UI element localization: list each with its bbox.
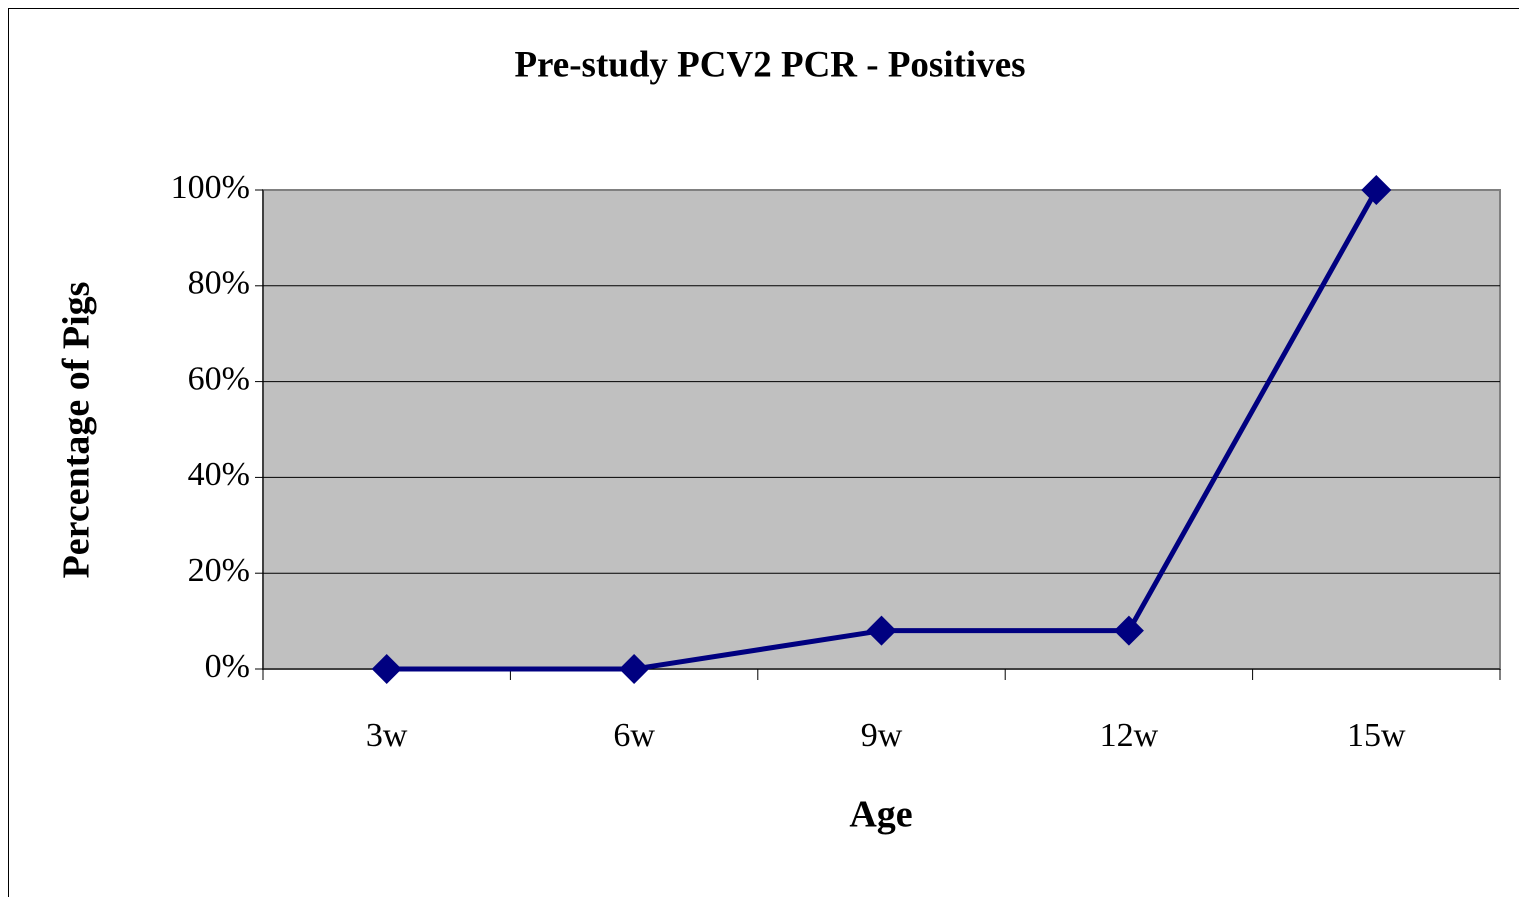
x-tick-label: 15w: [1347, 717, 1406, 754]
x-tick-label: 3w: [366, 717, 408, 754]
y-tick-label: 100%: [171, 169, 250, 206]
plot-area: [263, 190, 1500, 669]
y-tick-label: 40%: [188, 456, 250, 493]
y-axis-title: Percentage of Pigs: [56, 282, 98, 579]
x-tick-label: 9w: [861, 717, 903, 754]
y-tick-label: 80%: [188, 265, 250, 302]
chart-title: Pre-study PCV2 PCR - Positives: [514, 44, 1025, 85]
y-tick-label: 0%: [205, 648, 250, 685]
y-tick-label: 20%: [188, 552, 250, 589]
y-tick-label: 60%: [188, 360, 250, 397]
x-tick-label: 6w: [613, 717, 655, 754]
x-axis-title: Age: [849, 794, 912, 836]
x-tick-label: 12w: [1100, 717, 1159, 754]
